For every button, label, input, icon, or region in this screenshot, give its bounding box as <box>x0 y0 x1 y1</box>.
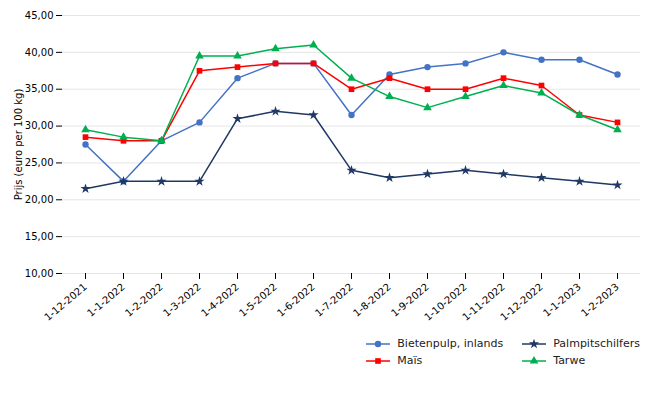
svg-text:1-8-2022: 1-8-2022 <box>351 281 393 319</box>
svg-text:1-2-2023: 1-2-2023 <box>579 281 621 319</box>
svg-text:35,00: 35,00 <box>25 83 54 94</box>
html-text:Bietenpulp, inlands: Bietenpulp, inlands <box>397 337 504 350</box>
svg-text:25,00: 25,00 <box>25 157 54 168</box>
svg-text:1-5-2022: 1-5-2022 <box>237 281 279 319</box>
svg-text:1-10-2022: 1-10-2022 <box>422 281 469 323</box>
svg-text:1-1-2022: 1-1-2022 <box>85 281 127 319</box>
svg-text:1-9-2022: 1-9-2022 <box>389 281 431 319</box>
svg-text:1-12-2022: 1-12-2022 <box>498 281 545 323</box>
html-text:Maïs: Maïs <box>397 354 423 367</box>
html-text:Palmpitschilfers: Palmpitschilfers <box>553 337 640 350</box>
svg-text:10,00: 10,00 <box>25 268 54 279</box>
svg-text:1-1-2023: 1-1-2023 <box>541 281 583 319</box>
svg-text:45,00: 45,00 <box>25 10 54 21</box>
svg-text:1-4-2022: 1-4-2022 <box>199 281 241 319</box>
svg-text:15,00: 15,00 <box>25 231 54 242</box>
html-text:Tarwe: Tarwe <box>553 354 586 367</box>
svg-text:20,00: 20,00 <box>25 194 54 205</box>
svg-text:1-11-2022: 1-11-2022 <box>460 281 507 323</box>
svg-text:1-7-2022: 1-7-2022 <box>313 281 355 319</box>
svg-text:1-3-2022: 1-3-2022 <box>161 281 203 319</box>
svg-text:30,00: 30,00 <box>25 120 54 131</box>
svg-text:1-2-2022: 1-2-2022 <box>123 281 165 319</box>
svg-text:40,00: 40,00 <box>25 47 54 58</box>
svg-text:1-12-2021: 1-12-2021 <box>42 281 89 323</box>
svg-text:1-6-2022: 1-6-2022 <box>275 281 317 319</box>
svg-text:Prijs (euro per 100 kg): Prijs (euro per 100 kg) <box>13 89 24 201</box>
